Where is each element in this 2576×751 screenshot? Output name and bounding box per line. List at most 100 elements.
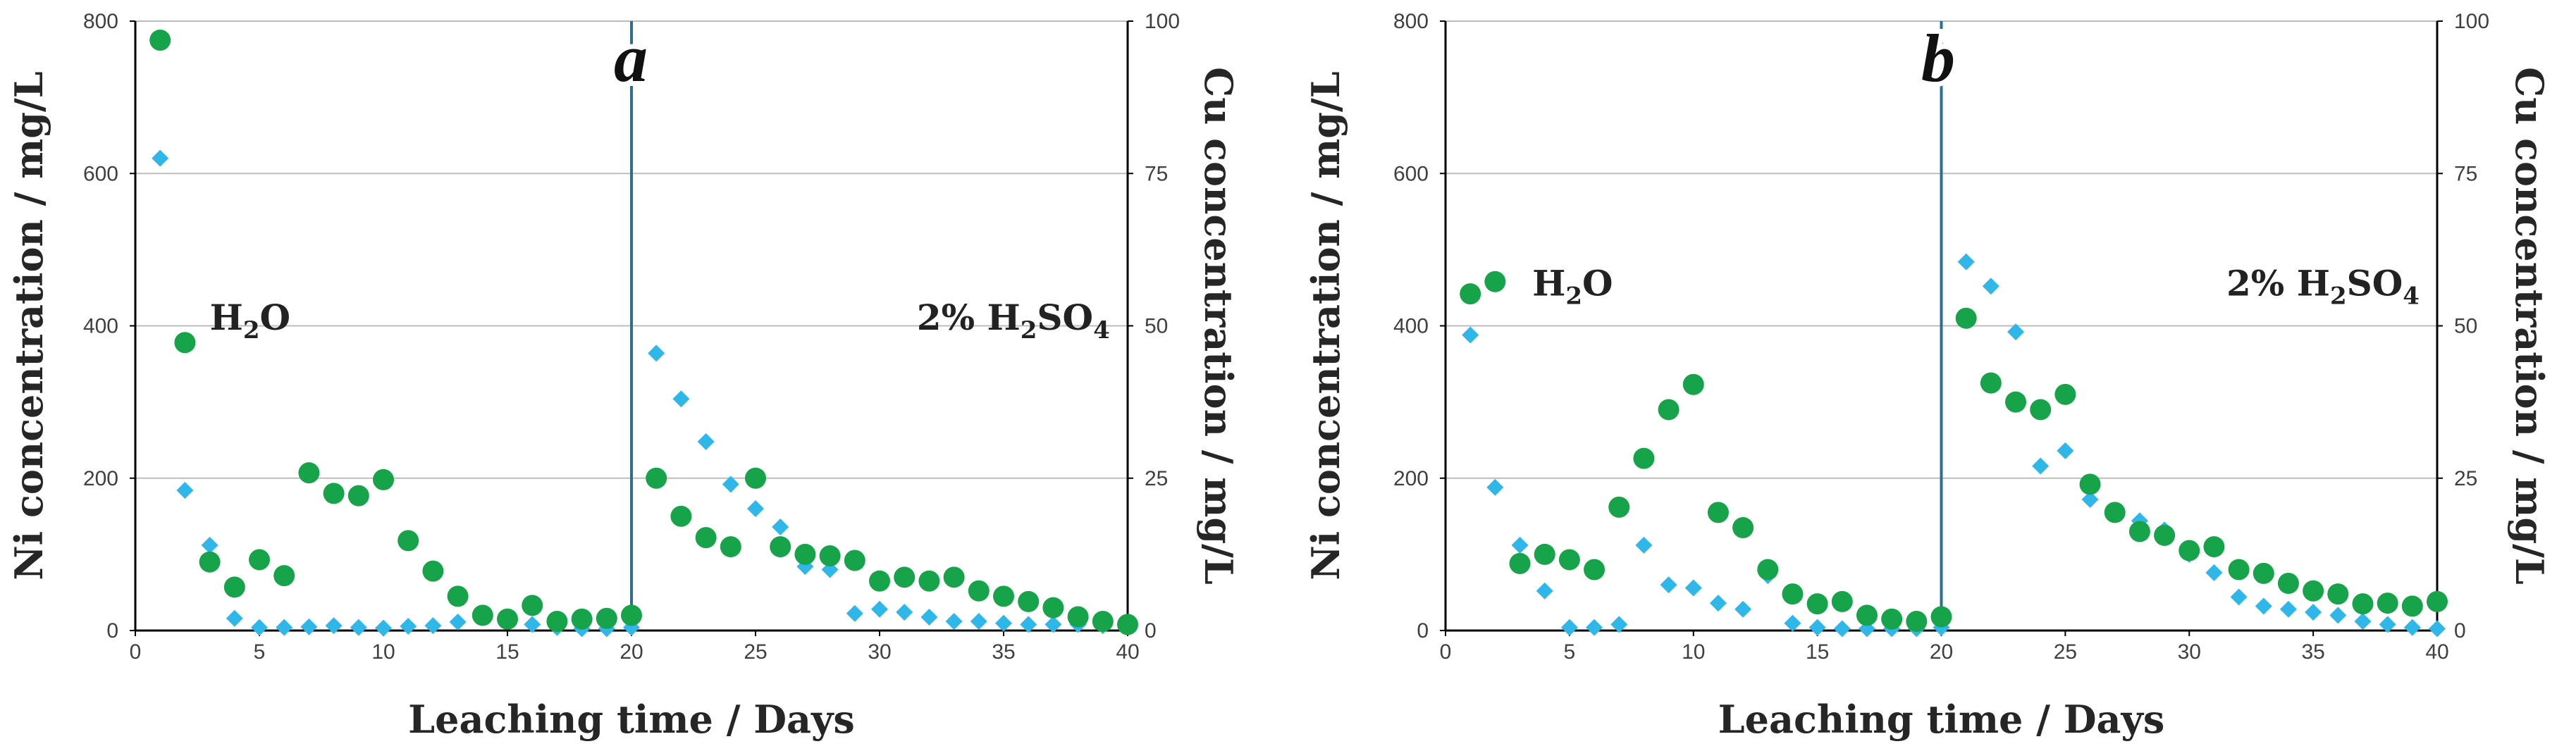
cu-point xyxy=(375,619,392,637)
ni-point xyxy=(174,332,196,354)
ni-point xyxy=(745,467,766,489)
cu-point xyxy=(2230,588,2248,606)
cu-point xyxy=(697,433,715,450)
cu-point xyxy=(300,618,318,635)
y-right-tick-label: 100 xyxy=(2454,10,2489,33)
ni-point xyxy=(1633,447,1655,469)
cu-point xyxy=(648,345,665,362)
ni-point xyxy=(819,545,841,567)
cu-point xyxy=(1044,616,1062,633)
ni-point xyxy=(2154,524,2176,546)
ni-point xyxy=(1042,597,1064,619)
cu-point xyxy=(2205,564,2223,581)
y-right-tick-label: 25 xyxy=(2454,467,2477,490)
series-ni xyxy=(149,30,1138,635)
ni-point xyxy=(1558,549,1580,571)
y-left-tick-label: 800 xyxy=(83,10,118,33)
ni-point xyxy=(1930,606,1952,628)
ni-point xyxy=(1682,373,1704,395)
x-tick-label: 35 xyxy=(992,640,1015,664)
ni-point xyxy=(273,565,295,587)
cu-point xyxy=(896,604,913,621)
cu-point xyxy=(945,613,963,631)
cu-point xyxy=(970,613,987,631)
cu-point xyxy=(276,619,293,636)
x-tick-label: 0 xyxy=(1440,640,1452,664)
cu-point xyxy=(1784,614,1801,632)
phase-annotation: 2% H2SO4 xyxy=(2226,262,2420,310)
ni-point xyxy=(223,576,245,598)
y-left-tick-label: 200 xyxy=(1393,467,1429,490)
y-left-tick-label: 600 xyxy=(83,162,118,185)
cu-point xyxy=(1020,616,1037,633)
ni-point xyxy=(869,570,890,592)
cu-point xyxy=(672,390,690,408)
x-tick-label: 20 xyxy=(1930,640,1953,664)
cu-point xyxy=(152,149,169,167)
ni-point xyxy=(2054,383,2076,405)
ni-point xyxy=(2253,562,2274,584)
cu-point xyxy=(1808,619,1826,636)
y-right-tick-label: 0 xyxy=(1145,619,1157,643)
ni-point xyxy=(149,30,171,51)
ni-point xyxy=(298,462,320,484)
ni-point xyxy=(918,570,940,592)
ni-point xyxy=(1831,590,1853,612)
series-ni xyxy=(1460,271,2448,633)
panel-a: 0 5 10 15 20 25 30 35 4002004006008000255075100L… xyxy=(6,10,1241,742)
cu-point xyxy=(2032,457,2050,475)
ni-point xyxy=(670,505,692,527)
y-left-tick-label: 0 xyxy=(1417,619,1429,643)
y-left-axis-title: Ni concentration / mg/L xyxy=(6,71,51,580)
ni-point xyxy=(720,536,741,558)
ni-point xyxy=(1782,583,1804,605)
panel-label: b xyxy=(1921,20,1955,96)
ni-point xyxy=(1955,307,1977,329)
ni-point xyxy=(968,580,990,602)
cu-point xyxy=(449,613,467,631)
series-cu xyxy=(152,149,1136,638)
x-tick-label: 15 xyxy=(495,640,519,664)
cu-point xyxy=(1486,478,1504,496)
cu-point xyxy=(2429,620,2446,638)
ni-point xyxy=(1484,271,1506,292)
ni-point xyxy=(1757,559,1779,581)
cu-point xyxy=(1734,600,1752,618)
x-tick-label: 10 xyxy=(371,640,395,664)
cu-point xyxy=(226,609,243,627)
ni-point xyxy=(497,608,518,630)
ni-point xyxy=(2327,583,2349,605)
phase-annotation: H2O xyxy=(1532,262,1613,310)
cu-point xyxy=(2305,604,2322,621)
y-right-tick-label: 25 xyxy=(1145,467,1168,490)
x-tick-label: 25 xyxy=(2054,640,2077,664)
ni-point xyxy=(199,551,221,573)
ni-point xyxy=(1509,552,1531,574)
cu-point xyxy=(1536,582,1553,600)
ni-point xyxy=(1460,283,1481,305)
ni-point xyxy=(2377,592,2398,614)
ni-point xyxy=(1881,608,1903,630)
x-tick-label: 10 xyxy=(1682,640,1705,664)
cu-point xyxy=(325,617,343,635)
ni-point xyxy=(2128,521,2150,542)
ni-point xyxy=(646,467,667,489)
ni-point xyxy=(794,543,816,565)
cu-point xyxy=(846,604,863,622)
x-tick-label: 40 xyxy=(2425,640,2448,664)
cu-point xyxy=(424,617,442,635)
ni-point xyxy=(1534,543,1555,565)
ni-point xyxy=(2203,536,2225,558)
ni-point xyxy=(1906,611,1928,633)
cu-point xyxy=(400,617,417,635)
x-tick-label: 40 xyxy=(1116,640,1139,664)
ni-point xyxy=(1806,593,1828,615)
cu-point xyxy=(1560,619,1578,636)
cu-point xyxy=(2279,600,2297,618)
ni-point xyxy=(1980,372,2002,394)
y-right-axis-title: Cu concentration / mg/L xyxy=(2507,67,2552,585)
ni-point xyxy=(695,527,717,549)
ni-point xyxy=(2228,559,2250,581)
x-tick-label: 5 xyxy=(254,640,266,664)
